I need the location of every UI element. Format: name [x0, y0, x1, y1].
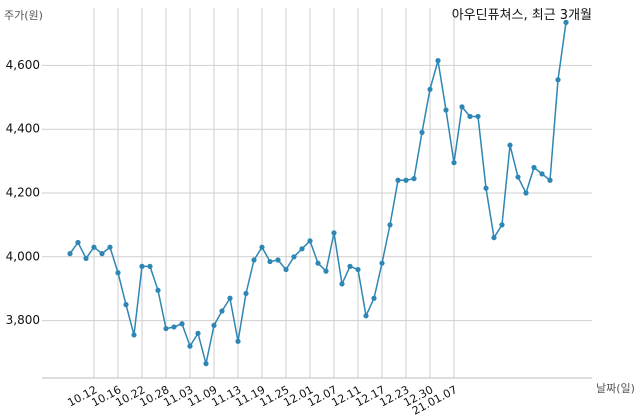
- data-point: [83, 255, 89, 261]
- data-point: [403, 177, 409, 183]
- data-point: [523, 190, 529, 196]
- data-point: [427, 86, 433, 92]
- data-point: [355, 266, 361, 273]
- data-point: [195, 330, 201, 336]
- data-point: [539, 171, 545, 177]
- data-point: [235, 338, 241, 344]
- data-point: [203, 361, 209, 367]
- data-point: [435, 58, 441, 64]
- data-point: [563, 19, 569, 25]
- data-point: [243, 290, 249, 297]
- data-point: [491, 235, 497, 241]
- data-point: [67, 251, 73, 257]
- price-points: [67, 19, 569, 367]
- data-point: [347, 263, 353, 269]
- data-point: [291, 254, 297, 260]
- data-point: [91, 244, 97, 250]
- x-axis-ticks: 10.1210.1610.2210.2811.0311.0911.1311.19…: [65, 383, 459, 417]
- data-point: [283, 266, 289, 273]
- data-point: [131, 332, 137, 338]
- data-point: [211, 322, 217, 328]
- data-point: [547, 177, 553, 183]
- data-point: [459, 104, 465, 110]
- data-point: [275, 257, 281, 263]
- data-point: [331, 230, 337, 236]
- data-point: [379, 260, 385, 266]
- data-point: [139, 263, 145, 269]
- data-point: [339, 281, 345, 287]
- data-point: [259, 244, 265, 250]
- y-axis-label: 주가(원): [4, 9, 43, 22]
- data-point: [147, 263, 153, 269]
- y-tick-label: 4,200: [6, 186, 40, 200]
- data-point: [99, 251, 105, 257]
- data-point: [531, 164, 537, 171]
- data-point: [115, 270, 121, 276]
- data-point: [227, 295, 233, 301]
- data-point: [187, 343, 193, 349]
- y-tick-label: 3,800: [6, 313, 40, 327]
- data-point: [163, 325, 169, 332]
- data-point: [251, 257, 257, 263]
- data-point: [411, 176, 417, 182]
- data-point: [155, 287, 161, 293]
- data-point: [323, 268, 329, 274]
- data-point: [75, 239, 81, 246]
- data-point: [267, 258, 273, 265]
- data-point: [507, 142, 513, 148]
- data-point: [475, 113, 481, 120]
- data-point: [515, 174, 521, 180]
- y-axis-ticks: 3,800 4,000 4,200 4,400 4,600: [6, 58, 40, 327]
- data-point: [123, 302, 129, 308]
- data-point: [443, 107, 449, 113]
- data-point: [451, 160, 457, 166]
- x-axis-label: 날짜(일): [596, 381, 635, 395]
- data-point: [171, 324, 177, 330]
- data-point: [483, 185, 489, 191]
- data-point: [499, 222, 505, 228]
- data-point: [315, 260, 321, 266]
- data-point: [219, 308, 225, 314]
- data-point: [179, 321, 185, 327]
- data-point: [419, 129, 425, 135]
- gridlines: [42, 8, 592, 378]
- data-point: [467, 113, 473, 120]
- data-point: [107, 244, 113, 250]
- y-tick-label: 4,600: [6, 58, 40, 72]
- data-point: [387, 222, 393, 228]
- data-point: [307, 238, 313, 244]
- chart-title: 아우딘퓨쳐스, 최근 3개월: [452, 8, 592, 23]
- data-point: [371, 295, 377, 301]
- y-tick-label: 4,000: [6, 249, 40, 263]
- y-tick-label: 4,400: [6, 122, 40, 136]
- data-point: [299, 246, 305, 252]
- data-point: [363, 313, 369, 319]
- data-point: [555, 77, 561, 83]
- data-point: [395, 177, 401, 183]
